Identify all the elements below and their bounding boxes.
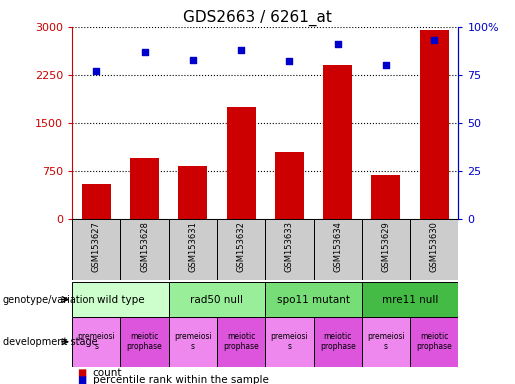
Bar: [275, 152, 304, 219]
Point: [92, 68, 100, 74]
Text: GSM153629: GSM153629: [382, 221, 390, 272]
Bar: [72, 282, 169, 317]
Text: GSM153632: GSM153632: [236, 221, 246, 272]
Text: ■: ■: [77, 368, 87, 378]
Point: [141, 49, 149, 55]
Point: [382, 62, 390, 68]
Text: meiotic
prophase: meiotic prophase: [127, 332, 162, 351]
Text: genotype/variation: genotype/variation: [3, 295, 95, 305]
Point: [285, 58, 294, 65]
Text: spo11 mutant: spo11 mutant: [277, 295, 350, 305]
Point: [430, 37, 438, 43]
Bar: [410, 219, 458, 280]
Text: GSM153630: GSM153630: [430, 221, 439, 272]
Bar: [362, 282, 458, 317]
Point: [237, 47, 245, 53]
Bar: [362, 317, 410, 367]
Bar: [314, 219, 362, 280]
Bar: [265, 282, 362, 317]
Bar: [121, 219, 169, 280]
Text: GDS2663 / 6261_at: GDS2663 / 6261_at: [183, 10, 332, 26]
Bar: [72, 219, 121, 280]
Text: wild type: wild type: [97, 295, 144, 305]
Bar: [178, 166, 207, 219]
Bar: [169, 317, 217, 367]
Text: GSM153634: GSM153634: [333, 221, 342, 272]
Text: development stage: development stage: [3, 337, 97, 347]
Text: meiotic
prophase: meiotic prophase: [320, 332, 355, 351]
Bar: [314, 317, 362, 367]
Text: meiotic
prophase: meiotic prophase: [416, 332, 452, 351]
Bar: [420, 30, 449, 219]
Bar: [82, 184, 111, 219]
Bar: [130, 158, 159, 219]
Bar: [410, 317, 458, 367]
Text: GSM153631: GSM153631: [188, 221, 197, 272]
Bar: [227, 107, 255, 219]
Text: meiotic
prophase: meiotic prophase: [223, 332, 259, 351]
Bar: [169, 219, 217, 280]
Point: [188, 56, 197, 63]
Text: premeiosi
s: premeiosi s: [77, 332, 115, 351]
Bar: [265, 219, 314, 280]
Text: GSM153628: GSM153628: [140, 221, 149, 272]
Text: percentile rank within the sample: percentile rank within the sample: [93, 375, 269, 384]
Bar: [371, 175, 401, 219]
Bar: [72, 317, 121, 367]
Text: rad50 null: rad50 null: [191, 295, 244, 305]
Text: premeiosi
s: premeiosi s: [367, 332, 405, 351]
Bar: [217, 317, 265, 367]
Text: ■: ■: [77, 375, 87, 384]
Bar: [217, 219, 265, 280]
Bar: [362, 219, 410, 280]
Bar: [121, 317, 169, 367]
Text: GSM153627: GSM153627: [92, 221, 101, 272]
Text: count: count: [93, 368, 122, 378]
Text: premeiosi
s: premeiosi s: [270, 332, 308, 351]
Point: [334, 41, 342, 47]
Bar: [323, 65, 352, 219]
Text: mre11 null: mre11 null: [382, 295, 438, 305]
Bar: [169, 282, 265, 317]
Text: premeiosi
s: premeiosi s: [174, 332, 212, 351]
Bar: [265, 317, 314, 367]
Text: GSM153633: GSM153633: [285, 221, 294, 272]
